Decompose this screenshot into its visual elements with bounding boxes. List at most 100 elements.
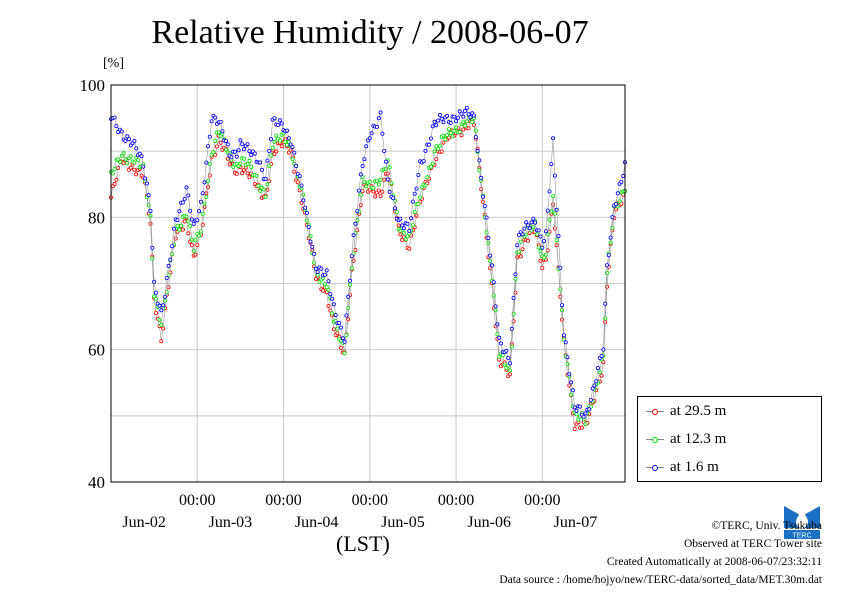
data-point bbox=[171, 226, 176, 231]
data-point bbox=[270, 145, 275, 150]
data-point bbox=[410, 223, 415, 228]
data-point bbox=[241, 147, 246, 152]
terc-logo: TERC bbox=[784, 506, 820, 540]
data-point bbox=[121, 161, 126, 166]
data-point bbox=[498, 341, 503, 346]
data-point bbox=[144, 181, 149, 186]
footer-observed: Observed at TERC Tower site bbox=[683, 538, 822, 550]
data-point bbox=[583, 411, 588, 416]
data-point bbox=[461, 120, 466, 125]
data-point bbox=[114, 177, 119, 182]
data-point bbox=[524, 232, 529, 237]
data-point bbox=[371, 189, 376, 194]
data-point bbox=[360, 163, 365, 168]
data-point bbox=[410, 199, 415, 204]
data-point bbox=[162, 294, 167, 299]
data-point bbox=[445, 133, 450, 138]
data-point bbox=[549, 209, 554, 214]
data-point bbox=[312, 251, 317, 256]
data-point bbox=[436, 146, 441, 151]
data-point bbox=[258, 160, 263, 165]
data-point bbox=[112, 115, 117, 120]
data-point bbox=[277, 138, 282, 143]
data-point bbox=[473, 134, 478, 139]
data-point bbox=[569, 380, 574, 385]
legend-label: at 1.6 m bbox=[670, 459, 719, 475]
data-point bbox=[540, 245, 545, 250]
data-point bbox=[378, 177, 383, 182]
data-point bbox=[179, 223, 184, 228]
data-point bbox=[482, 203, 487, 208]
data-point bbox=[400, 223, 405, 228]
data-point bbox=[132, 160, 137, 165]
data-point bbox=[387, 165, 392, 170]
data-point bbox=[161, 303, 166, 308]
data-point bbox=[605, 270, 610, 275]
data-point bbox=[378, 194, 383, 199]
footer-copyright: ©TERC, Univ. Tsukuba bbox=[711, 520, 822, 532]
data-point bbox=[594, 379, 599, 384]
data-point bbox=[288, 142, 293, 147]
data-point bbox=[191, 249, 196, 254]
data-point bbox=[157, 317, 162, 322]
data-point bbox=[214, 144, 219, 149]
data-point bbox=[603, 316, 608, 321]
data-point bbox=[617, 199, 622, 204]
data-point bbox=[428, 164, 433, 169]
data-point bbox=[220, 129, 225, 134]
data-point bbox=[197, 233, 202, 238]
data-point bbox=[249, 152, 254, 157]
data-point bbox=[599, 373, 604, 378]
data-point bbox=[507, 368, 512, 373]
data-point bbox=[342, 339, 347, 344]
data-point bbox=[547, 217, 552, 222]
data-point bbox=[247, 175, 252, 180]
x-time-label: 00:00 bbox=[524, 492, 560, 509]
data-point bbox=[364, 184, 369, 189]
data-point bbox=[383, 159, 388, 164]
data-point bbox=[240, 142, 245, 147]
legend-label: at 12.3 m bbox=[670, 431, 727, 447]
data-point bbox=[186, 193, 191, 198]
data-point bbox=[338, 345, 343, 350]
data-point bbox=[241, 156, 246, 161]
data-point bbox=[153, 310, 158, 315]
data-point bbox=[125, 161, 130, 166]
data-point bbox=[146, 193, 151, 198]
data-point bbox=[195, 242, 200, 247]
data-point bbox=[376, 116, 381, 121]
data-point bbox=[112, 166, 117, 171]
data-point bbox=[166, 263, 171, 268]
data-point bbox=[116, 165, 121, 170]
data-point bbox=[570, 388, 575, 393]
data-point bbox=[517, 232, 522, 237]
data-point bbox=[524, 220, 529, 225]
data-point bbox=[170, 244, 175, 249]
data-point bbox=[229, 155, 234, 160]
data-point bbox=[536, 228, 541, 233]
data-point bbox=[245, 171, 250, 176]
x-date-label: Jun-05 bbox=[381, 514, 425, 531]
data-point bbox=[346, 294, 351, 299]
data-point bbox=[403, 237, 408, 242]
data-point bbox=[549, 162, 554, 167]
data-point bbox=[437, 143, 442, 148]
data-point bbox=[125, 134, 130, 139]
data-point bbox=[418, 195, 423, 200]
data-point bbox=[454, 125, 459, 130]
data-point bbox=[534, 232, 539, 237]
data-point bbox=[574, 412, 579, 417]
data-point bbox=[157, 303, 162, 308]
data-point bbox=[268, 137, 273, 142]
y-tick-label: 80 bbox=[88, 208, 105, 227]
data-point bbox=[123, 138, 128, 143]
data-point bbox=[202, 201, 207, 206]
data-point bbox=[446, 127, 451, 132]
data-point bbox=[455, 115, 460, 120]
data-point bbox=[385, 171, 390, 176]
data-point bbox=[272, 139, 277, 144]
data-point bbox=[301, 198, 306, 203]
series-layer bbox=[109, 105, 628, 431]
data-point bbox=[134, 172, 139, 177]
data-point bbox=[207, 161, 212, 166]
